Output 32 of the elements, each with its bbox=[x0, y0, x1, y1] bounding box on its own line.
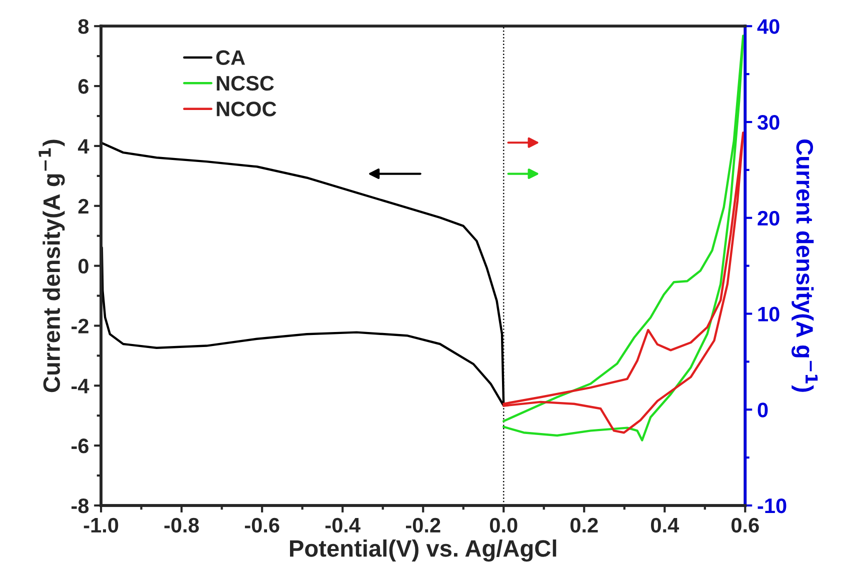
y-tick-label: 6 bbox=[78, 79, 88, 94]
x-axis-title: Potential(V) vs. Ag/AgCl bbox=[290, 539, 556, 562]
x-tick-label: -0.8 bbox=[164, 518, 199, 533]
y2-tick-label: 0 bbox=[758, 402, 768, 418]
y-axis-title: Current density(A g$^{−1}$) bbox=[38, 140, 65, 392]
y2-tick-label: 10 bbox=[758, 306, 780, 322]
y2-tick-label: -10 bbox=[758, 498, 786, 514]
y2-axis-title: Current density(A g$^{−1}$) bbox=[792, 140, 818, 392]
line-series bbox=[502, 34, 744, 442]
y-tick-label: 4 bbox=[78, 139, 90, 154]
x-tick-label: 0.0 bbox=[490, 518, 518, 533]
y-tick-label: 8 bbox=[78, 19, 89, 34]
y-tick-label: 0 bbox=[78, 258, 88, 274]
x-tick-label: -0.4 bbox=[325, 518, 360, 533]
x-tick-label: -0.2 bbox=[406, 518, 440, 533]
legend-label: NCOC bbox=[216, 102, 276, 116]
y2-tick-label: 20 bbox=[758, 210, 780, 226]
x-tick-label: 0.6 bbox=[732, 518, 759, 533]
x-tick-label: -1.0 bbox=[84, 518, 118, 533]
y2-tick-label: 40 bbox=[757, 19, 780, 34]
y-tick-label: -6 bbox=[72, 438, 88, 454]
legend-label: CA bbox=[216, 50, 245, 65]
y2-tick-label: 30 bbox=[757, 115, 780, 130]
y-tick-label: -2 bbox=[72, 318, 88, 334]
x-tick-label: 0.2 bbox=[570, 518, 598, 533]
y-tick-label: 2 bbox=[78, 198, 88, 214]
x-tick-label: 0.4 bbox=[651, 518, 680, 533]
line-series bbox=[502, 131, 744, 434]
legend-label: NCSC bbox=[216, 76, 274, 91]
x-tick-label: -0.6 bbox=[244, 518, 280, 533]
y-tick-label: -8 bbox=[72, 498, 89, 514]
y-tick-label: -4 bbox=[72, 378, 90, 394]
